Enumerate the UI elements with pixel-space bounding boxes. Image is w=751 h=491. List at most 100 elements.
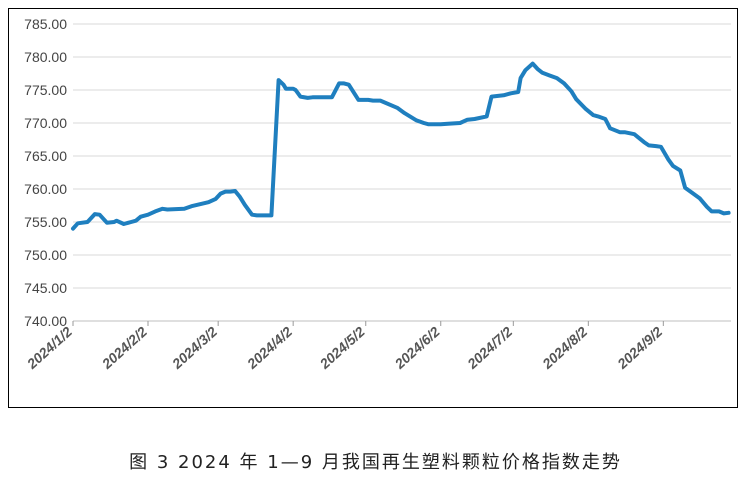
data-point bbox=[366, 98, 370, 102]
data-point bbox=[509, 91, 513, 95]
y-tick-label: 785.00 bbox=[24, 16, 67, 32]
data-point bbox=[298, 95, 302, 99]
data-point bbox=[146, 213, 150, 217]
grid-lines bbox=[73, 23, 731, 322]
data-point bbox=[71, 227, 75, 231]
data-point bbox=[555, 76, 559, 80]
data-point bbox=[153, 209, 157, 213]
data-point bbox=[277, 78, 281, 82]
y-tick-label: 770.00 bbox=[24, 115, 67, 131]
data-point bbox=[306, 96, 310, 100]
data-point bbox=[618, 130, 622, 134]
y-axis-ticks: 740.00 745.00 750.00 755.00 760.00 765.00 770.… bbox=[24, 16, 67, 329]
data-point bbox=[717, 209, 721, 213]
x-tick-label: 2024/3/2 bbox=[168, 323, 220, 372]
data-point bbox=[93, 212, 97, 216]
data-point bbox=[129, 220, 133, 224]
data-point bbox=[422, 121, 426, 125]
data-point bbox=[458, 121, 462, 125]
chart-frame: 740.00 745.00 750.00 755.00 760.00 765.00 770.… bbox=[8, 8, 738, 408]
data-point bbox=[683, 186, 687, 190]
x-tick-label: 2024/1/2 bbox=[23, 323, 75, 372]
y-tick-label: 760.00 bbox=[24, 181, 67, 197]
y-tick-label: 765.00 bbox=[24, 148, 67, 164]
data-point bbox=[485, 114, 489, 118]
data-point bbox=[710, 209, 714, 213]
data-point bbox=[255, 213, 259, 217]
y-tick-label: 740.00 bbox=[24, 313, 67, 329]
data-point bbox=[76, 221, 80, 225]
data-point bbox=[705, 205, 709, 209]
data-point bbox=[584, 107, 588, 111]
y-tick-label: 780.00 bbox=[24, 49, 67, 65]
data-point bbox=[642, 140, 646, 144]
data-point bbox=[114, 219, 119, 223]
data-point bbox=[569, 89, 574, 93]
data-point bbox=[262, 213, 266, 217]
data-point bbox=[294, 88, 298, 92]
data-point bbox=[632, 132, 636, 136]
y-tick-label: 775.00 bbox=[24, 82, 67, 98]
x-tick-label: 2024/4/2 bbox=[243, 323, 295, 372]
data-point bbox=[250, 213, 254, 217]
data-point bbox=[243, 203, 247, 207]
y-tick-label: 755.00 bbox=[24, 214, 67, 230]
data-point bbox=[591, 113, 595, 117]
data-point bbox=[562, 81, 566, 85]
data-point bbox=[395, 106, 399, 110]
data-point bbox=[85, 220, 90, 224]
data-point bbox=[596, 114, 600, 118]
data-point bbox=[160, 207, 165, 211]
data-point bbox=[654, 144, 658, 148]
data-point bbox=[238, 195, 242, 199]
x-tick-label: 2024/2/2 bbox=[98, 323, 150, 372]
data-point bbox=[446, 122, 450, 126]
data-point bbox=[342, 81, 346, 85]
data-point bbox=[414, 118, 419, 122]
series-layer bbox=[71, 61, 731, 231]
data-point bbox=[378, 99, 382, 103]
y-tick-label: 745.00 bbox=[24, 280, 67, 296]
data-point bbox=[284, 87, 288, 91]
data-point bbox=[678, 168, 682, 173]
data-point bbox=[347, 83, 351, 87]
data-point bbox=[281, 83, 286, 87]
data-point bbox=[439, 122, 443, 126]
data-point bbox=[310, 95, 315, 99]
data-point bbox=[337, 81, 341, 85]
data-point bbox=[519, 76, 523, 80]
data-point bbox=[608, 126, 612, 130]
data-point bbox=[465, 118, 469, 122]
data-point bbox=[318, 95, 322, 99]
data-point bbox=[531, 62, 535, 66]
data-point bbox=[666, 157, 670, 161]
data-point bbox=[502, 93, 506, 97]
data-point bbox=[165, 207, 169, 212]
data-point bbox=[523, 68, 528, 72]
data-point bbox=[698, 196, 702, 200]
data-point bbox=[540, 71, 545, 75]
data-point bbox=[134, 219, 138, 223]
data-point bbox=[489, 95, 494, 99]
data-point bbox=[223, 190, 227, 194]
x-axis: 2024/1/2 2024/2/2 2024/3/2 2024/4/2 2024/5/2… bbox=[23, 320, 731, 372]
data-point bbox=[206, 200, 211, 204]
x-tick-label: 2024/8/2 bbox=[538, 323, 590, 372]
series-line bbox=[71, 61, 731, 231]
data-point bbox=[516, 90, 520, 94]
data-point bbox=[434, 122, 438, 126]
data-point bbox=[214, 197, 218, 201]
data-point bbox=[98, 213, 102, 217]
data-point bbox=[427, 122, 431, 126]
x-tick-label: 2024/5/2 bbox=[316, 323, 368, 372]
y-tick-label: 750.00 bbox=[24, 247, 67, 263]
data-point bbox=[139, 215, 143, 219]
data-point bbox=[690, 191, 695, 195]
figure-caption: 图 3 2024 年 1—9 月我国再生塑料颗粒价格指数走势 bbox=[129, 452, 622, 473]
data-point bbox=[671, 164, 675, 168]
x-tick-label: 2024/7/2 bbox=[463, 323, 515, 372]
data-point bbox=[122, 222, 126, 226]
data-point bbox=[473, 117, 477, 121]
data-point bbox=[371, 99, 375, 103]
data-point bbox=[647, 143, 651, 147]
